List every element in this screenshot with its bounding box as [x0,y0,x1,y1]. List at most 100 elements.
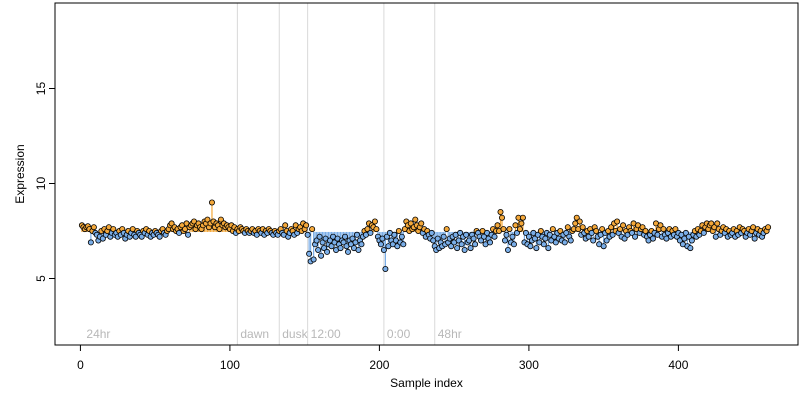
data-point [510,241,517,248]
data-point [519,214,526,221]
data-point [549,226,556,233]
data-point [660,226,667,233]
event-label: 48hr [438,327,462,341]
data-point [428,229,435,236]
data-point [303,222,310,229]
data-point [506,226,513,233]
data-point [457,229,464,236]
data-point [527,243,534,250]
data-point [383,233,390,240]
data-point [185,231,192,238]
data-point [315,246,322,253]
data-point [585,233,592,240]
data-point [516,226,523,233]
data-point [367,229,374,236]
data-point [371,218,378,225]
data-point [328,243,335,250]
data-point [454,245,461,252]
event-marker-labels: 24hr dawn dusk 12:00 0:00 48hr [86,327,461,341]
data-point [313,237,320,244]
x-tick-label: 0 [77,358,84,372]
data-point [563,229,570,236]
data-point [321,245,328,252]
data-point [353,231,360,238]
data-point [138,233,145,240]
data-point [765,224,772,231]
data-point [110,226,117,233]
data-point [533,245,540,252]
y-tick-label: 15 [34,82,48,96]
data-point [590,237,597,244]
data-point [573,214,580,221]
data-point [217,216,224,223]
data-point [216,226,223,233]
data-point [345,248,352,255]
data-point [751,235,758,242]
data-point [617,226,624,233]
data-point [579,224,586,231]
data-point [282,222,289,229]
data-point [337,245,344,252]
data-point [400,241,407,248]
data-point [398,233,405,240]
data-point [540,241,547,248]
data-point [418,220,425,227]
data-point [364,226,371,233]
data-point [557,227,564,234]
data-point [448,243,455,250]
data-point [525,233,532,240]
data-point [561,239,568,246]
data-point [407,220,414,227]
y-tick-label: 5 [34,275,48,282]
data-point [204,216,211,223]
data-point [319,239,326,246]
data-point [394,243,401,250]
data-point [600,243,607,250]
data-point [470,235,477,242]
data-point [306,250,313,257]
data-point [349,235,356,242]
data-point [168,220,175,227]
data-point [593,227,600,234]
data-point [522,229,529,236]
data-point [714,220,721,227]
data-point [318,252,325,259]
data-point [608,224,615,231]
x-tick-label: 100 [220,358,240,372]
data-point [487,239,494,246]
data-point [567,237,574,244]
data-point [472,241,479,248]
data-point [467,245,474,252]
data-point [208,199,215,206]
data-point [434,235,441,242]
data-point [463,231,470,238]
data-points [78,199,772,272]
data-point [342,233,349,240]
data-point [545,245,552,252]
event-label: dawn [240,327,269,341]
data-point [309,226,316,233]
data-point [156,233,163,240]
data-point [657,222,664,229]
x-tick-label: 300 [519,358,539,372]
data-point [639,224,646,231]
data-point [605,227,612,234]
data-point [304,231,311,238]
data-point [576,218,583,225]
data-point [458,241,465,248]
data-point [518,220,525,227]
data-point [603,237,610,244]
data-point [620,222,627,229]
data-point [537,227,544,234]
data-point [382,265,389,272]
data-point [491,233,498,240]
data-point [391,231,398,238]
data-point [621,235,628,242]
data-point [377,241,384,248]
data-point [494,222,501,229]
data-point [609,231,616,238]
data-point [340,239,347,246]
data-point [649,235,656,242]
data-point [513,229,520,236]
